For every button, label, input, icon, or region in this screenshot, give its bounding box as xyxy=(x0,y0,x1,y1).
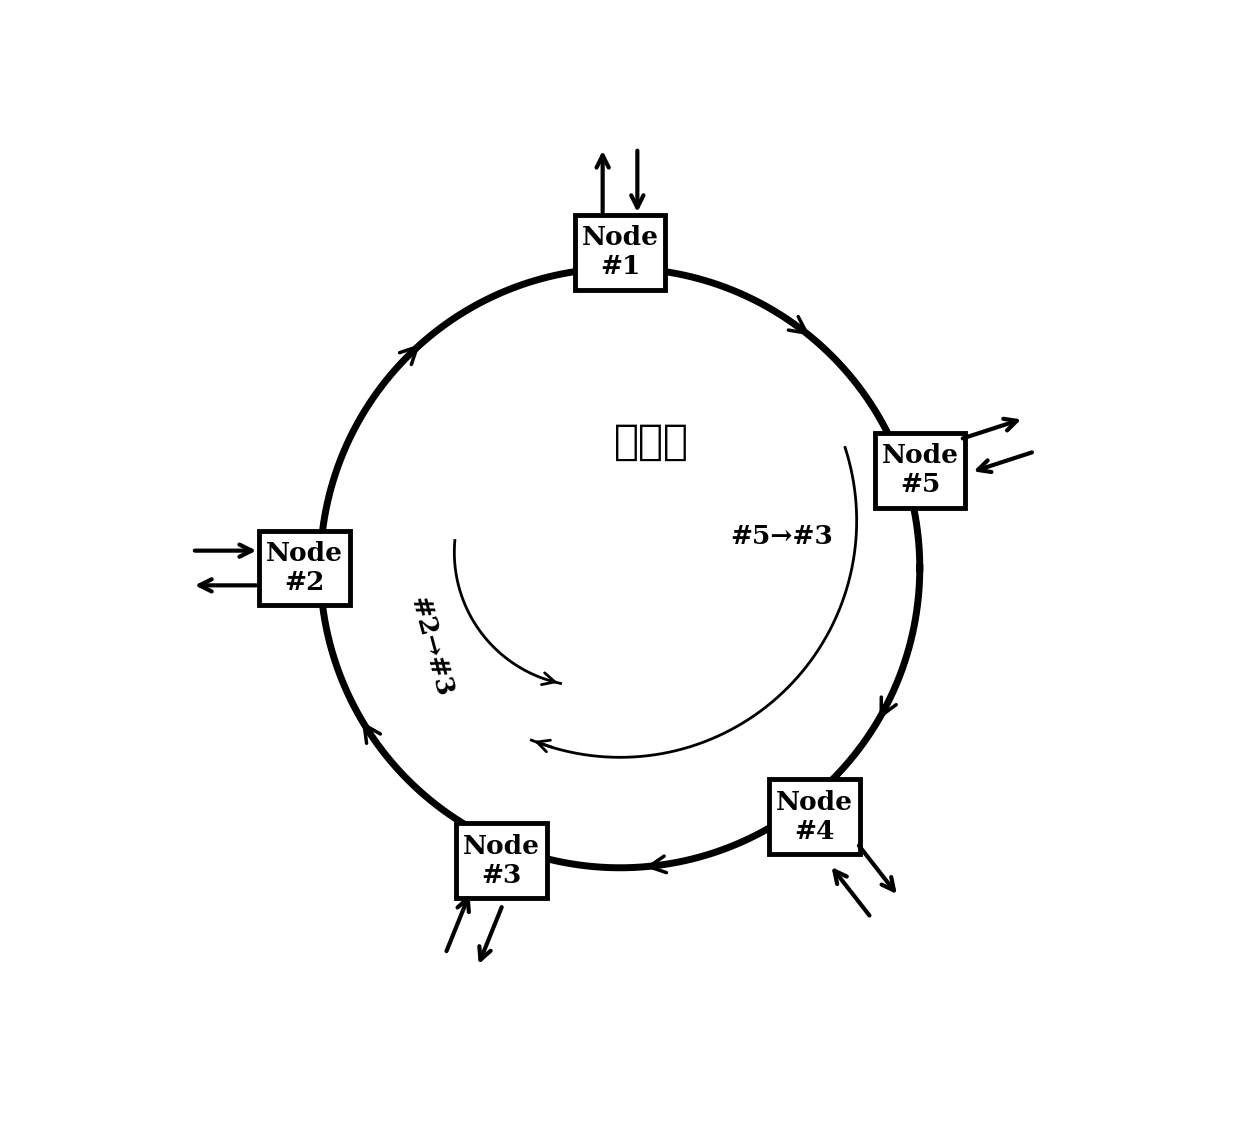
FancyBboxPatch shape xyxy=(574,215,666,290)
FancyBboxPatch shape xyxy=(874,433,966,508)
Text: Node
#4: Node #4 xyxy=(776,790,853,844)
Text: Node
#3: Node #3 xyxy=(464,834,541,887)
FancyBboxPatch shape xyxy=(259,531,350,605)
Text: #2→#3: #2→#3 xyxy=(405,594,456,700)
FancyBboxPatch shape xyxy=(456,824,547,899)
Text: Node
#5: Node #5 xyxy=(882,443,959,498)
FancyBboxPatch shape xyxy=(769,779,859,854)
Text: #5→#3: #5→#3 xyxy=(730,524,833,549)
Text: Node
#1: Node #1 xyxy=(582,225,658,279)
Text: Node
#2: Node #2 xyxy=(265,541,343,595)
Text: 主节点: 主节点 xyxy=(614,420,689,462)
